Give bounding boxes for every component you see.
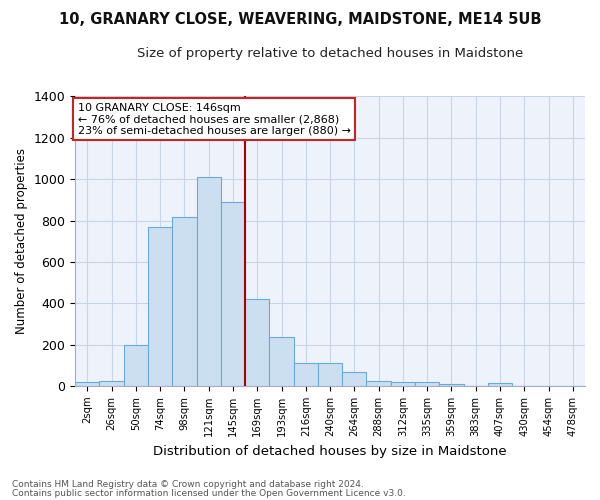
Bar	[367, 381, 391, 386]
Text: 10 GRANARY CLOSE: 146sqm
← 76% of detached houses are smaller (2,868)
23% of sem: 10 GRANARY CLOSE: 146sqm ← 76% of detach…	[77, 102, 350, 136]
Bar	[197, 177, 221, 386]
Bar	[100, 381, 124, 386]
Text: 10, GRANARY CLOSE, WEAVERING, MAIDSTONE, ME14 5UB: 10, GRANARY CLOSE, WEAVERING, MAIDSTONE,…	[59, 12, 541, 28]
Bar	[269, 338, 293, 386]
Bar	[75, 382, 100, 386]
Bar	[488, 383, 512, 386]
Y-axis label: Number of detached properties: Number of detached properties	[15, 148, 28, 334]
X-axis label: Distribution of detached houses by size in Maidstone: Distribution of detached houses by size …	[153, 444, 507, 458]
Text: Contains HM Land Registry data © Crown copyright and database right 2024.: Contains HM Land Registry data © Crown c…	[12, 480, 364, 489]
Bar	[415, 382, 439, 386]
Bar	[391, 382, 415, 386]
Bar	[221, 202, 245, 386]
Bar	[148, 226, 172, 386]
Bar	[245, 299, 269, 386]
Bar	[293, 364, 318, 386]
Bar	[318, 364, 342, 386]
Text: Contains public sector information licensed under the Open Government Licence v3: Contains public sector information licen…	[12, 490, 406, 498]
Bar	[124, 344, 148, 386]
Title: Size of property relative to detached houses in Maidstone: Size of property relative to detached ho…	[137, 48, 523, 60]
Bar	[342, 372, 367, 386]
Bar	[439, 384, 464, 386]
Bar	[172, 218, 197, 386]
